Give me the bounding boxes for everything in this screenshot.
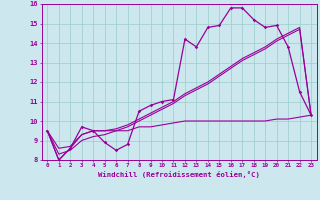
X-axis label: Windchill (Refroidissement éolien,°C): Windchill (Refroidissement éolien,°C)	[98, 171, 260, 178]
